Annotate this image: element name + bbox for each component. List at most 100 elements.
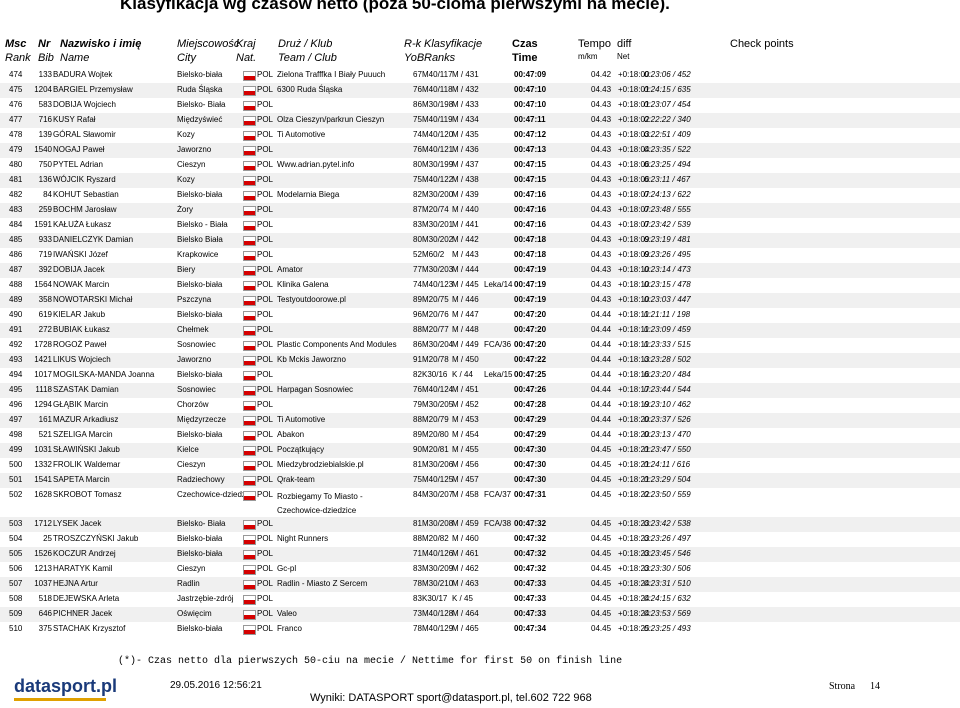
cell: 507 xyxy=(9,579,23,588)
cell: Harpagan Sosnowiec xyxy=(277,385,354,394)
logo: datasport.pl xyxy=(14,676,118,696)
cell: LIKUS Wojciech xyxy=(53,355,111,364)
cell: 1031 xyxy=(34,445,52,454)
cell: 0:23:28 / 502 xyxy=(644,355,691,364)
cell: 496 xyxy=(9,400,23,409)
cell: 0:23:35 / 522 xyxy=(644,145,691,154)
result-row: 482 84 KOHUT Sebastian Bielsko-biała POL Mode… xyxy=(0,188,960,203)
cell: Testyoutdoorowe.pl xyxy=(277,295,346,304)
cell: M / 458 xyxy=(452,490,479,499)
cell: 0:23:25 / 493 xyxy=(644,624,691,633)
flag xyxy=(243,416,256,426)
result-row: 477 716 KUSY Rafał Międzyświeć POL Olza Ciesz… xyxy=(0,113,960,128)
cell: BARGIEL Przemysław xyxy=(53,85,133,94)
cell: M40/120 xyxy=(422,130,454,139)
cell: Międzyświeć xyxy=(177,115,223,124)
cell: 0:24:13 / 622 xyxy=(644,190,691,199)
cell: 00:47:33 xyxy=(514,579,547,588)
column-header: City xyxy=(177,52,196,64)
cell: M20/81 xyxy=(422,445,449,454)
flag xyxy=(243,550,256,560)
cell: M40/128 xyxy=(422,609,454,618)
contact: Wyniki: DATASPORT sport@datasport.pl, te… xyxy=(310,692,592,704)
cell: +0:18:10 xyxy=(618,265,650,274)
cell: 500 xyxy=(9,460,23,469)
cell: Zielona Trafffka I Biały Puuuch xyxy=(277,70,386,79)
cell: 04.43 xyxy=(591,115,612,124)
cell: Pszczyna xyxy=(177,295,212,304)
cell: Valeo xyxy=(277,609,297,618)
cell: 04.45 xyxy=(591,534,612,543)
cell: M20/76 xyxy=(422,310,449,319)
cell: 80 xyxy=(413,235,422,244)
cell: 00:47:10 xyxy=(514,100,547,109)
cell: 00:47:19 xyxy=(514,280,547,289)
cell: 0:23:03 / 447 xyxy=(644,295,691,304)
cell: 494 xyxy=(9,370,23,379)
flag xyxy=(243,595,256,605)
cell: 04.44 xyxy=(591,385,612,394)
cell: 490 xyxy=(9,310,23,319)
cell: 04.43 xyxy=(591,205,612,214)
cell: 04.45 xyxy=(591,445,612,454)
cell: 76 xyxy=(413,145,422,154)
flag xyxy=(243,446,256,456)
cell: 0:24:15 / 635 xyxy=(644,85,691,94)
cell: 00:47:11 xyxy=(514,115,546,124)
cell: M30/198 xyxy=(422,100,454,109)
cell: +0:18:21 xyxy=(618,475,650,484)
cell: 04.43 xyxy=(591,160,612,169)
result-row: 510 375 STACHAK Krzysztof Bielsko-biała POL F… xyxy=(0,622,960,637)
flag xyxy=(243,356,256,366)
flag xyxy=(243,71,256,81)
cell: DEJEWSKA Arleta xyxy=(53,594,120,603)
cell: 00:47:31 xyxy=(514,490,547,499)
cell: 04.43 xyxy=(591,265,612,274)
cell: FCA/36 xyxy=(484,340,512,349)
cell: Bielsko- Biała xyxy=(177,519,226,528)
cell: Bielsko-biała xyxy=(177,310,223,319)
cell: 00:47:16 xyxy=(514,220,547,229)
cell: 00:47:16 xyxy=(514,205,547,214)
cell: BUBIAK Łukasz xyxy=(53,325,110,334)
cell: 1541 xyxy=(34,475,52,484)
cell: 499 xyxy=(9,445,23,454)
cell: DOBIJA Wojciech xyxy=(53,100,116,109)
cell: Leka/14 xyxy=(484,280,513,289)
cell: 87 xyxy=(413,205,422,214)
cell: 00:47:26 xyxy=(514,385,547,394)
result-row: 474 133 BADURA Wojtek Bielsko-biała POL Zielo… xyxy=(0,68,960,83)
cell: POL xyxy=(257,190,274,199)
cell: +0:18:23 xyxy=(618,564,650,573)
cell: Bielsko-biała xyxy=(177,70,223,79)
flag xyxy=(243,146,256,156)
cell: +0:18:06 xyxy=(618,160,650,169)
cell: 25 xyxy=(43,534,52,543)
cell: 73 xyxy=(413,609,422,618)
cell: +0:18:20 xyxy=(618,415,650,424)
cell: POL xyxy=(257,280,274,289)
flag xyxy=(243,161,256,171)
cell: M30/202 xyxy=(422,235,454,244)
cell: 04.44 xyxy=(591,325,612,334)
cell: POL xyxy=(257,370,274,379)
result-row: 476 583 DOBIJA Wojciech Bielsko- Biała POL 86… xyxy=(0,98,960,113)
cell: M40/129 xyxy=(422,624,454,633)
cell: 96 xyxy=(413,310,422,319)
cell: 00:47:33 xyxy=(514,594,547,603)
cell: 83 xyxy=(413,564,422,573)
result-row: 481 136 WÓJCIK Ryszard Kozy POL 75 M40/122 M / … xyxy=(0,173,960,188)
cell: 00:47:30 xyxy=(514,475,547,484)
cell: 52 xyxy=(413,250,422,259)
cell: 1712 xyxy=(34,519,52,528)
cell: Franco xyxy=(277,624,302,633)
column-header: Name xyxy=(60,52,90,64)
cell: NOWAK Marcin xyxy=(53,280,110,289)
cell: M / 442 xyxy=(452,235,479,244)
cell: Chełmek xyxy=(177,325,209,334)
cell: 04.43 xyxy=(591,220,612,229)
cell: 0:23:45 / 546 xyxy=(644,549,691,558)
cell: 485 xyxy=(9,235,23,244)
cell: 88 xyxy=(413,325,422,334)
cell: M / 446 xyxy=(452,295,479,304)
